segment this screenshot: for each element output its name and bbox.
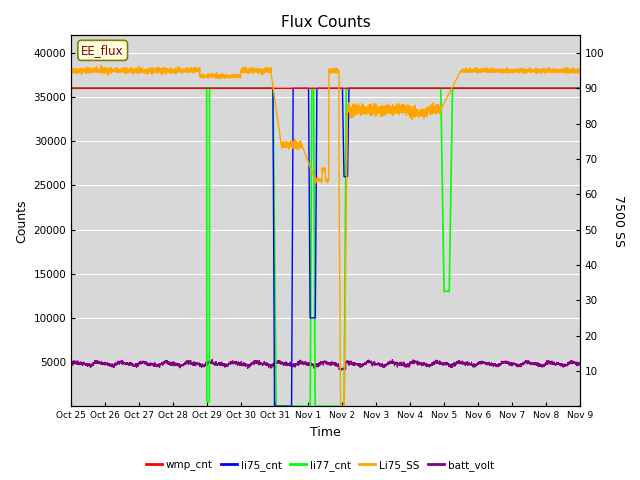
Title: Flux Counts: Flux Counts <box>280 15 371 30</box>
Legend: wmp_cnt, li75_cnt, li77_cnt, Li75_SS, batt_volt: wmp_cnt, li75_cnt, li77_cnt, Li75_SS, ba… <box>142 456 498 475</box>
Text: EE_flux: EE_flux <box>81 44 124 57</box>
Y-axis label: Counts: Counts <box>15 199 28 242</box>
Y-axis label: 7500 SS: 7500 SS <box>612 195 625 247</box>
X-axis label: Time: Time <box>310 426 340 439</box>
